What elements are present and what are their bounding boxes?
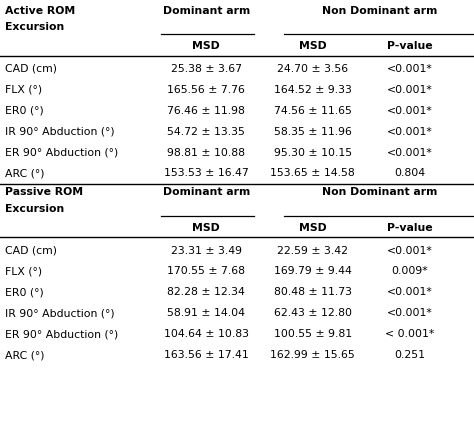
Text: 162.99 ± 15.65: 162.99 ± 15.65: [271, 349, 355, 359]
Text: Non Dominant arm: Non Dominant arm: [321, 6, 437, 16]
Text: MSD: MSD: [299, 41, 327, 51]
Text: 104.64 ± 10.83: 104.64 ± 10.83: [164, 329, 249, 338]
Text: <0.001*: <0.001*: [387, 64, 433, 74]
Text: 58.35 ± 11.96: 58.35 ± 11.96: [274, 126, 352, 136]
Text: 169.79 ± 9.44: 169.79 ± 9.44: [274, 266, 352, 276]
Text: Dominant arm: Dominant arm: [163, 6, 250, 16]
Text: 23.31 ± 3.49: 23.31 ± 3.49: [171, 245, 242, 255]
Text: <0.001*: <0.001*: [387, 245, 433, 255]
Text: 0.804: 0.804: [394, 168, 426, 178]
Text: Excursion: Excursion: [5, 203, 64, 213]
Text: <0.001*: <0.001*: [387, 85, 433, 95]
Text: 98.81 ± 10.88: 98.81 ± 10.88: [167, 147, 245, 157]
Text: 74.56 ± 11.65: 74.56 ± 11.65: [274, 105, 352, 115]
Text: ER 90° Abduction (°): ER 90° Abduction (°): [5, 329, 118, 338]
Text: <0.001*: <0.001*: [387, 307, 433, 317]
Text: FLX (°): FLX (°): [5, 266, 42, 276]
Text: IR 90° Abduction (°): IR 90° Abduction (°): [5, 126, 114, 136]
Text: 76.46 ± 11.98: 76.46 ± 11.98: [167, 105, 245, 115]
Text: MSD: MSD: [299, 222, 327, 232]
Text: CAD (cm): CAD (cm): [5, 245, 57, 255]
Text: <0.001*: <0.001*: [387, 105, 433, 115]
Text: 22.59 ± 3.42: 22.59 ± 3.42: [277, 245, 348, 255]
Text: < 0.001*: < 0.001*: [385, 329, 435, 338]
Text: ER 90° Abduction (°): ER 90° Abduction (°): [5, 147, 118, 157]
Text: ARC (°): ARC (°): [5, 168, 44, 178]
Text: 0.251: 0.251: [394, 349, 426, 359]
Text: Dominant arm: Dominant arm: [163, 187, 250, 197]
Text: Active ROM: Active ROM: [5, 6, 75, 16]
Text: 170.55 ± 7.68: 170.55 ± 7.68: [167, 266, 245, 276]
Text: Non Dominant arm: Non Dominant arm: [321, 187, 437, 197]
Text: 165.56 ± 7.76: 165.56 ± 7.76: [167, 85, 245, 95]
Text: <0.001*: <0.001*: [387, 126, 433, 136]
Text: ARC (°): ARC (°): [5, 349, 44, 359]
Text: MSD: MSD: [192, 41, 220, 51]
Text: MSD: MSD: [192, 222, 220, 232]
Text: 95.30 ± 10.15: 95.30 ± 10.15: [274, 147, 352, 157]
Text: P-value: P-value: [387, 41, 433, 51]
Text: 100.55 ± 9.81: 100.55 ± 9.81: [274, 329, 352, 338]
Text: CAD (cm): CAD (cm): [5, 64, 57, 74]
Text: 153.53 ± 16.47: 153.53 ± 16.47: [164, 168, 248, 178]
Text: 62.43 ± 12.80: 62.43 ± 12.80: [274, 307, 352, 317]
Text: P-value: P-value: [387, 222, 433, 232]
Text: 58.91 ± 14.04: 58.91 ± 14.04: [167, 307, 245, 317]
Text: Excursion: Excursion: [5, 22, 64, 32]
Text: 82.28 ± 12.34: 82.28 ± 12.34: [167, 287, 245, 297]
Text: 153.65 ± 14.58: 153.65 ± 14.58: [271, 168, 355, 178]
Text: FLX (°): FLX (°): [5, 85, 42, 95]
Text: ER0 (°): ER0 (°): [5, 287, 44, 297]
Text: 54.72 ± 13.35: 54.72 ± 13.35: [167, 126, 245, 136]
Text: <0.001*: <0.001*: [387, 287, 433, 297]
Text: 163.56 ± 17.41: 163.56 ± 17.41: [164, 349, 248, 359]
Text: IR 90° Abduction (°): IR 90° Abduction (°): [5, 307, 114, 317]
Text: 80.48 ± 11.73: 80.48 ± 11.73: [274, 287, 352, 297]
Text: 24.70 ± 3.56: 24.70 ± 3.56: [277, 64, 348, 74]
Text: 164.52 ± 9.33: 164.52 ± 9.33: [274, 85, 352, 95]
Text: 0.009*: 0.009*: [392, 266, 428, 276]
Text: ER0 (°): ER0 (°): [5, 105, 44, 115]
Text: 25.38 ± 3.67: 25.38 ± 3.67: [171, 64, 242, 74]
Text: Passive ROM: Passive ROM: [5, 187, 83, 197]
Text: <0.001*: <0.001*: [387, 147, 433, 157]
